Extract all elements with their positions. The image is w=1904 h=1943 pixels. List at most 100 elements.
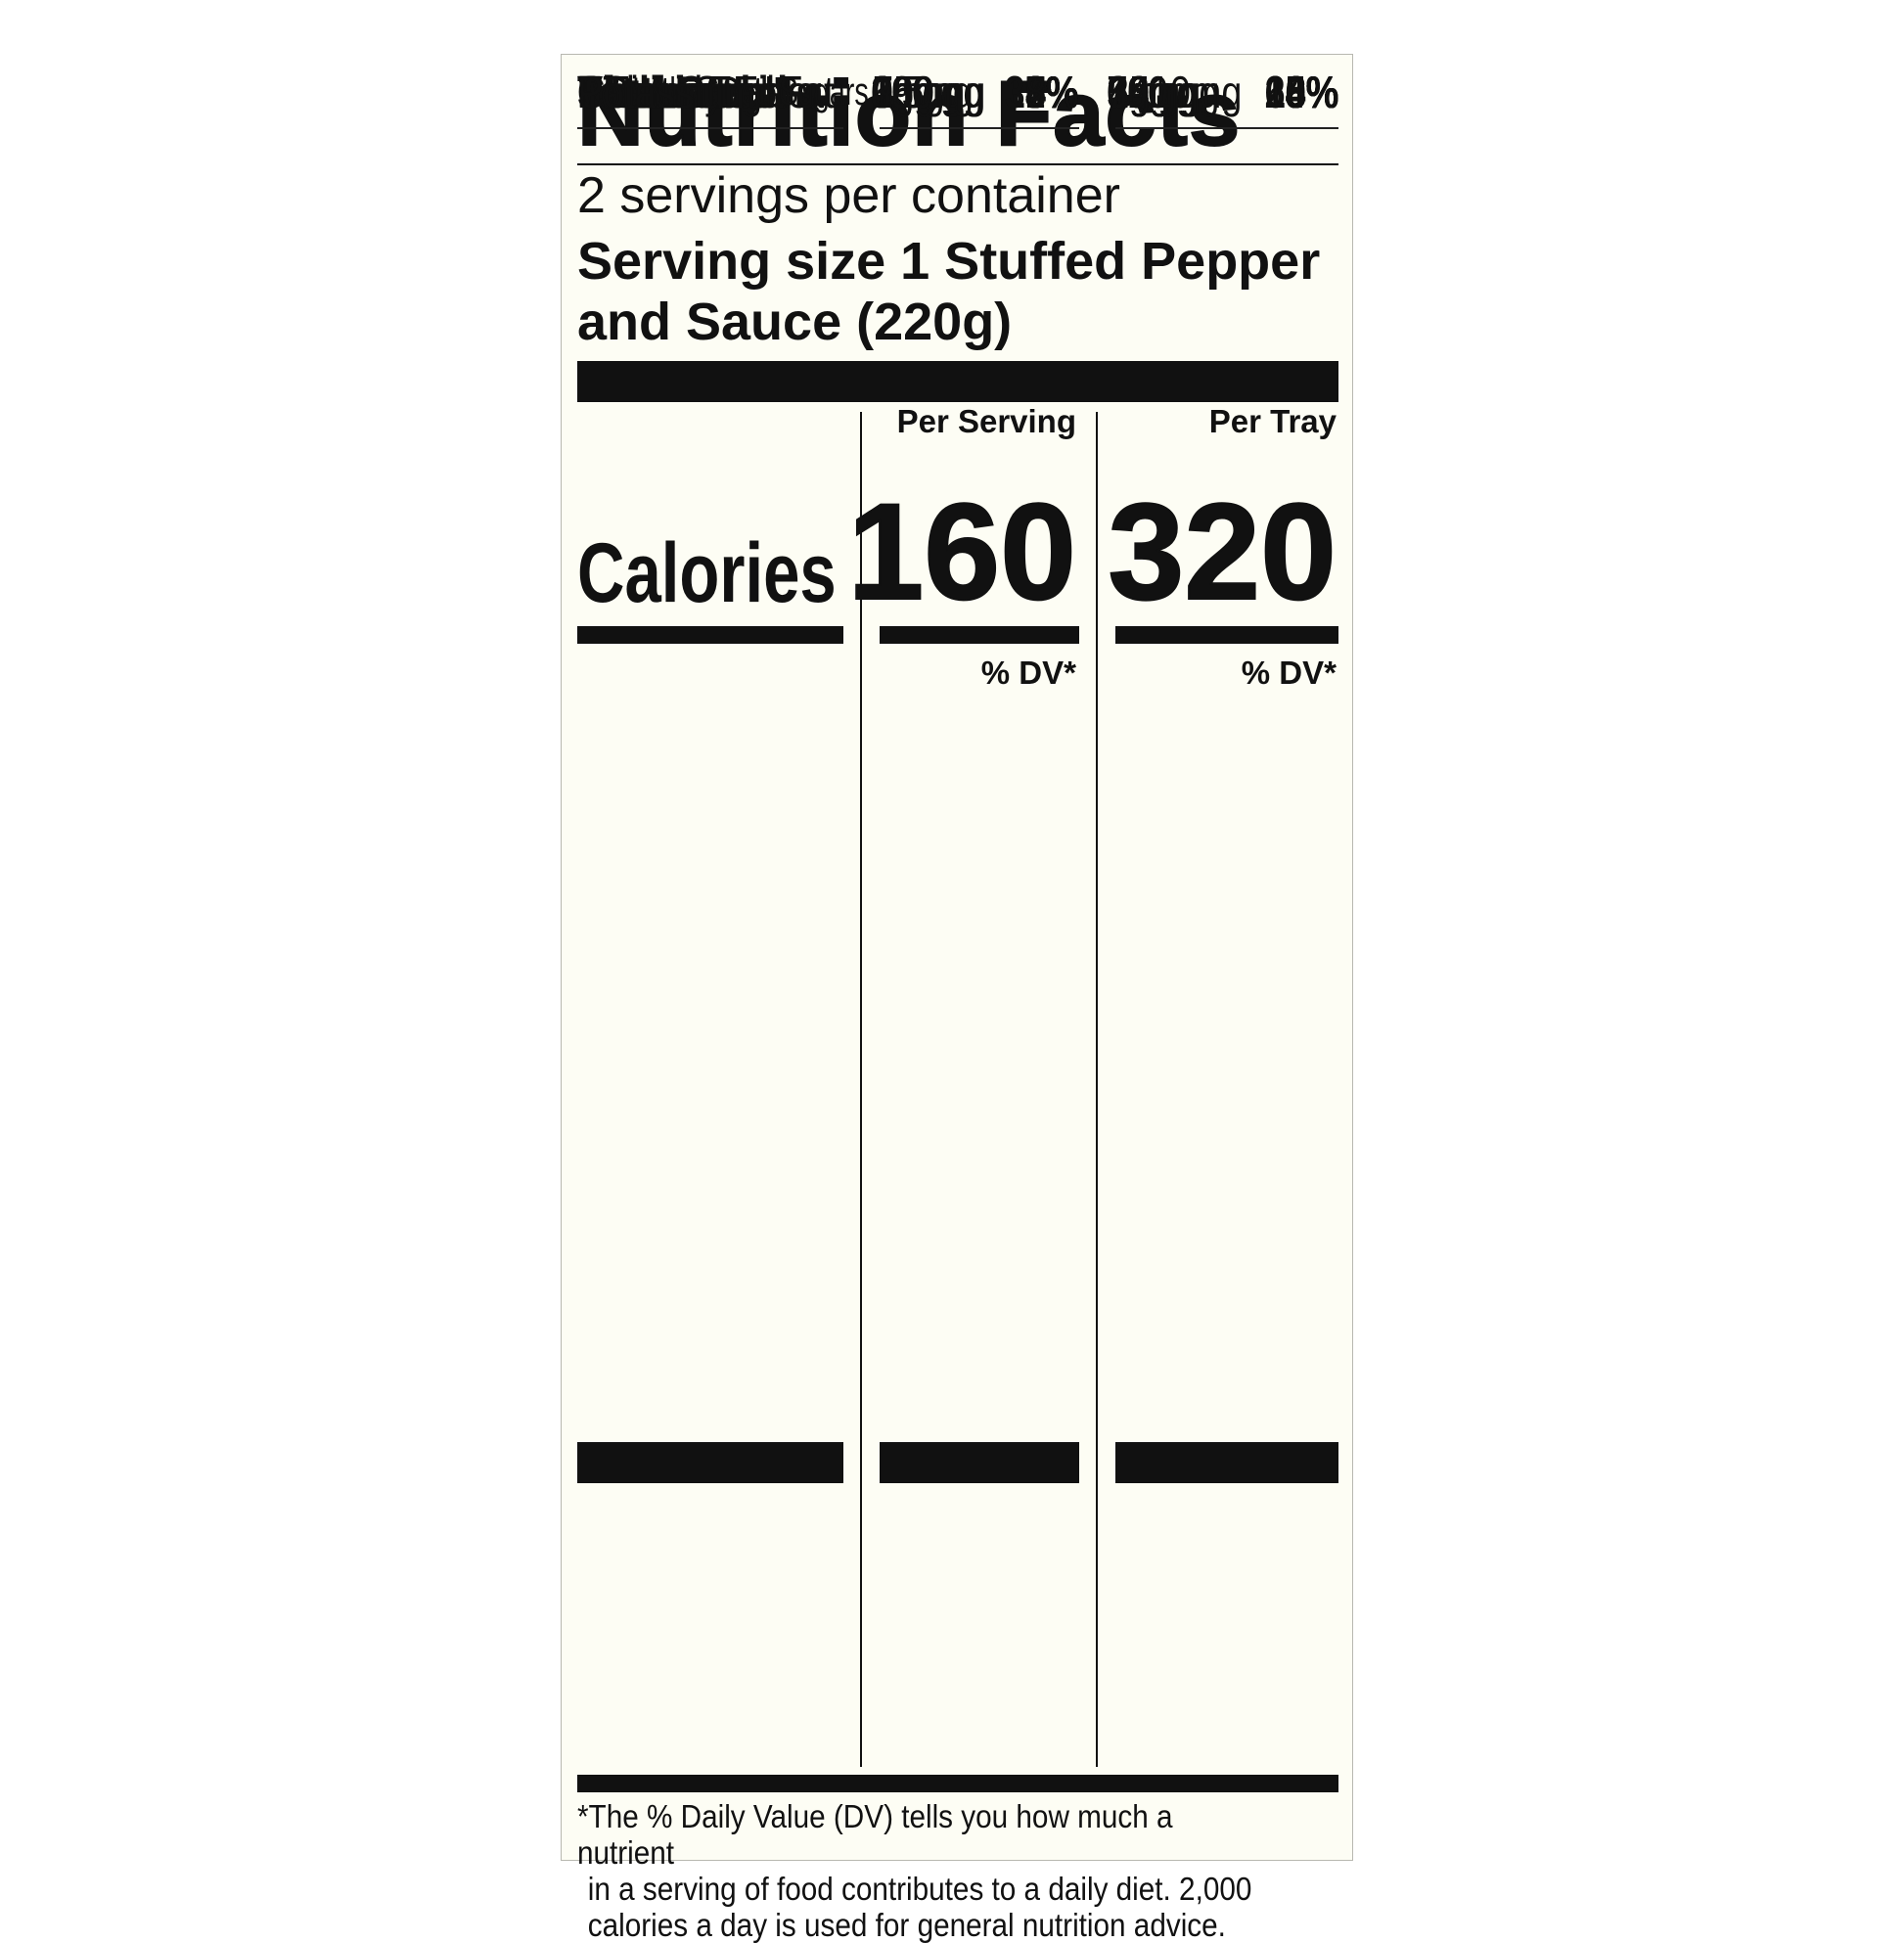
tray-amount: 4g [1109,67,1150,117]
nutrient-name: Cholesterol [577,67,789,117]
tray-dv: 25% [1264,67,1338,117]
dv-header-tray: % DV* [1241,655,1337,691]
footnote: *The % Daily Value (DV) tells you how mu… [577,1798,1273,1943]
footnote-line-3: calories a day is used for general nutri… [587,1907,1226,1943]
calories-rule-left [577,626,843,644]
nutrient-row: Protein 7g 8% 14g 16% [562,67,1354,862]
tray-dv: 8% [1285,67,1338,117]
servings-per-container: 2 servings per container [577,167,1120,224]
tray-amount: 70mg [1107,67,1200,117]
tray-amount: 3mg [1107,67,1179,117]
nutrient-name-italic: Trans [603,67,699,117]
per-serving-header: Per Serving [896,403,1076,439]
label-title: Nutrition Facts [576,62,1242,164]
tray-dv: 8% [1285,67,1338,117]
nutrient-name: Dietary Fiber [603,67,822,117]
tray-dv: 14% [1264,67,1338,117]
serving-amount: 6g [873,67,914,117]
serving-amount: 390mg [871,67,984,117]
serving-size-line1: Serving size 1 Stuffed Pepper [577,232,1321,291]
vitamin-row: Potassium 390mg 8% 790mg 15% [562,67,1354,348]
serving-dv: 8% [1024,67,1078,117]
vitamin-row: Calcium 30mg 2% 70mg 6% [562,67,1354,202]
tray-dv: 15% [1264,67,1338,117]
nutrient-name: Protein [577,67,709,117]
title-rule [577,163,1338,165]
serving-size-line2: and Sauce (220g) [577,293,1013,351]
tray-amount: 5g [1109,67,1150,117]
serving-dv: 8% [1024,67,1078,117]
serving-dv: 7% [1024,67,1078,117]
nutrient-name: Trans Fat [603,65,763,119]
tray-amount: 0mcg [1107,67,1198,117]
serving-amount: 7g [873,67,914,117]
serving-dv: 4% [1024,67,1078,117]
tray-amount: 14g [1109,67,1170,117]
calories-rule-mid [880,626,1079,644]
tray-dv: 6% [1285,67,1338,117]
nutrient-row: Total Fat 6g 8% 12g 15% [562,67,1354,202]
serving-amount: 15mg [873,67,966,117]
thick-rule-bottom [577,1775,1338,1792]
serving-amount: 0g [873,67,914,117]
nutrient-name: Iron [577,67,644,117]
serving-dv: 33% [1004,67,1078,117]
tray-amount: 790mg [1107,67,1220,117]
serving-dv: 8% [1024,67,1078,117]
serving-dv: 0% [1024,67,1078,117]
tray-amount: 4g [1109,67,1150,117]
nutrient-name: Total Fat [577,67,735,117]
nutrient-name: Sodium [577,67,718,117]
tray-amount: 40g [1109,67,1170,117]
nutrient-name: Vitamin D [577,67,743,117]
serving-amount: 1.5mg [871,67,974,117]
nutrient-name-rest: Fat [698,67,764,117]
serving-dv: 2% [1024,67,1078,117]
serving-amount: 2.5g [873,67,945,117]
nutrient-row: Dietary Fiber 2g 7% 4g 14% [562,67,1354,642]
nutrient-name: Total Sugars [603,67,816,117]
footnote-line-2: in a serving of food contributes to a da… [587,1871,1252,1907]
nutrient-name: Potassium [577,67,756,117]
column-divider-right [1096,412,1098,1767]
serving-dv: 8% [1024,67,1078,117]
serving-size: Serving size 1 Stuffed Pepper and Sauce … [577,231,1320,352]
tray-amount: 12g [1109,67,1170,117]
calories-rule-right [1115,626,1338,644]
tray-dv: 66% [1264,67,1338,117]
nutrient-name: Incl. Added Sugars [632,70,869,113]
nutrient-row: Incl. Added Sugars 2g 4% 4g 8% [562,67,1354,789]
per-tray-header: Per Tray [1208,403,1337,439]
column-divider-left [860,412,862,1767]
tray-amount: 25mg [1109,67,1201,117]
row-divider [577,127,843,129]
calories-label: Calories [577,526,837,620]
thick-rule-mid-right [1115,1442,1338,1483]
tray-dv: 15% [1264,67,1338,117]
dv-header-serving: % DV* [980,655,1076,691]
nutrient-row: Total Sugars 6g 13g [562,67,1354,715]
nutrient-row: Total Carb. 20g 7% 40g 15% [562,67,1354,568]
nutrient-row: Cholesterol 15mg 5% 25mg 8% [562,67,1354,422]
row-divider [880,127,1079,129]
serving-amount: 2g [873,67,914,117]
nutrition-facts-label: Nutrition Facts 2 servings per container… [561,54,1354,1943]
tray-amount: 13g [1109,67,1170,117]
nutrient-name: Calcium [577,67,716,117]
vitamin-rows: Vitamin D 0mcg 0% 0mcg 0% Calcium 30mg 2% 70mg 6%… [562,55,1354,348]
vitamin-row: Iron 1.5mg 8% 3mg 15% [562,67,1354,275]
nutrient-row: Sodium 750mg 33% 1510mg 66% [562,67,1354,495]
vitamin-row: Vitamin D 0mcg 0% 0mcg 0% [562,55,1354,129]
calories-per-serving: 160 [846,474,1077,628]
serving-amount: 0mcg [871,67,962,117]
serving-amount: 20g [873,67,934,117]
footnote-line-1: *The % Daily Value (DV) tells you how mu… [577,1798,1173,1871]
row-divider [1115,127,1338,129]
serving-amount: 30mg [871,67,964,117]
calories-per-tray: 320 [1107,474,1337,628]
serving-amount: 6g [873,67,914,117]
thick-rule-mid-center [880,1442,1079,1483]
nutrient-name: Saturated Fat [603,67,835,117]
tray-dv: 15% [1264,67,1338,117]
serving-amount: 2g [873,67,914,117]
